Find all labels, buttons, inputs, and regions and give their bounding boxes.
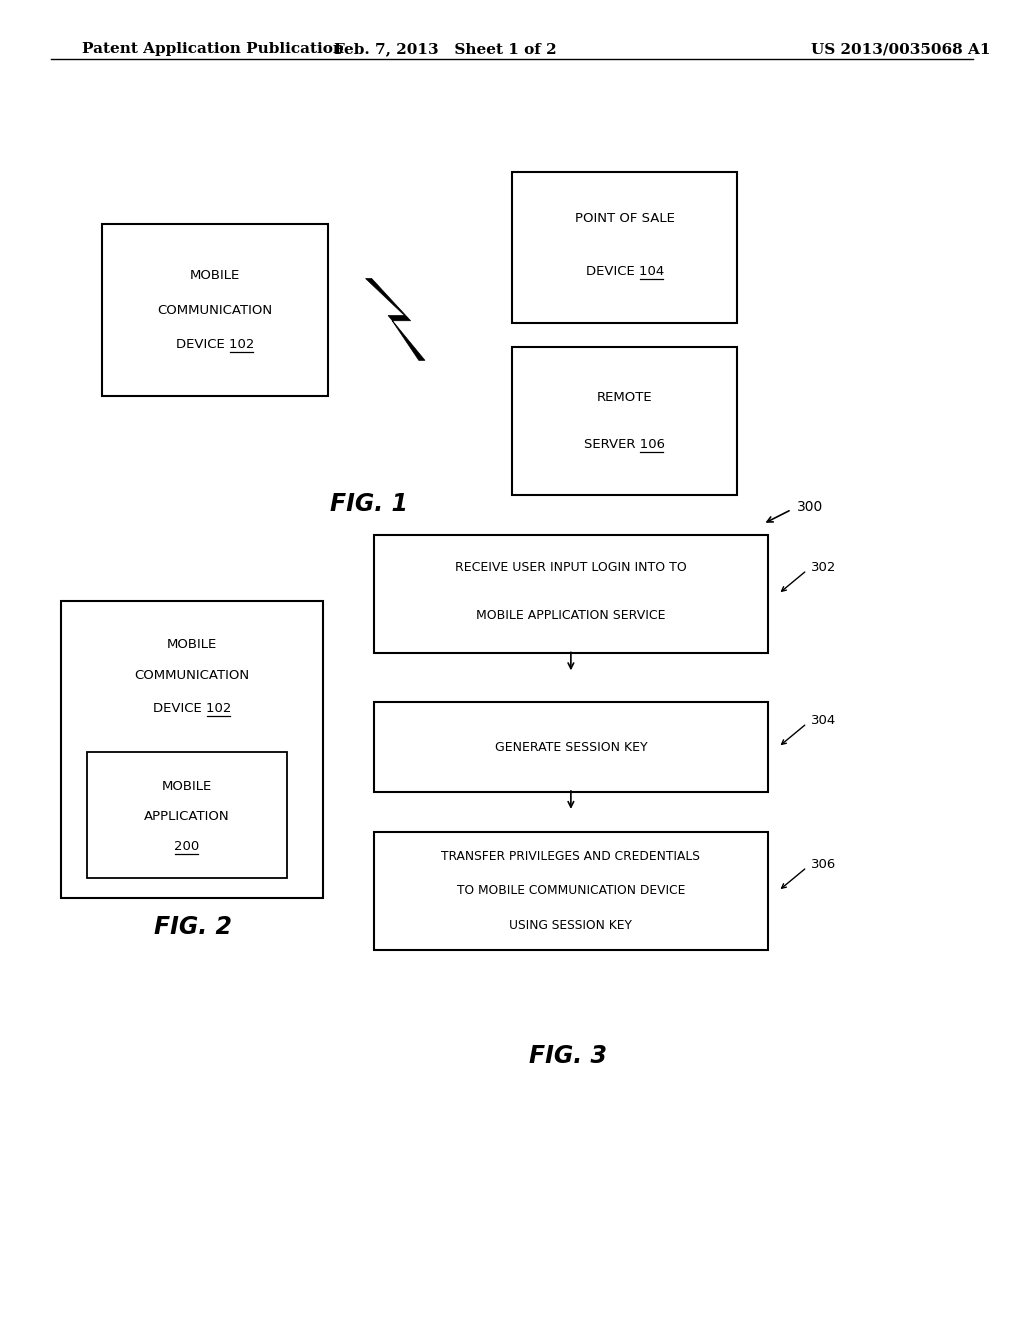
Text: 200: 200	[174, 841, 200, 853]
Text: 300: 300	[797, 500, 823, 513]
Text: 306: 306	[811, 858, 837, 871]
Text: RECEIVE USER INPUT LOGIN INTO TO: RECEIVE USER INPUT LOGIN INTO TO	[455, 561, 687, 574]
Text: APPLICATION: APPLICATION	[144, 810, 229, 822]
Text: TO MOBILE COMMUNICATION DEVICE: TO MOBILE COMMUNICATION DEVICE	[457, 884, 685, 898]
Text: MOBILE APPLICATION SERVICE: MOBILE APPLICATION SERVICE	[476, 609, 666, 622]
Text: Feb. 7, 2013   Sheet 1 of 2: Feb. 7, 2013 Sheet 1 of 2	[334, 42, 557, 57]
Polygon shape	[366, 279, 425, 360]
Bar	[87, 752, 287, 878]
Bar	[374, 832, 768, 950]
Bar	[512, 172, 737, 323]
Text: FIG. 1: FIG. 1	[330, 492, 408, 516]
Text: USING SESSION KEY: USING SESSION KEY	[510, 919, 632, 932]
Bar	[374, 702, 768, 792]
Text: TRANSFER PRIVILEGES AND CREDENTIALS: TRANSFER PRIVILEGES AND CREDENTIALS	[441, 850, 700, 863]
Text: MOBILE: MOBILE	[167, 638, 217, 651]
Text: DEVICE 102: DEVICE 102	[176, 338, 254, 351]
Text: DEVICE 104: DEVICE 104	[586, 265, 664, 277]
Text: POINT OF SALE: POINT OF SALE	[574, 213, 675, 224]
Text: 100: 100	[612, 195, 639, 209]
Text: Patent Application Publication: Patent Application Publication	[82, 42, 344, 57]
Text: US 2013/0035068 A1: US 2013/0035068 A1	[811, 42, 991, 57]
Bar	[102, 224, 328, 396]
Text: 302: 302	[811, 561, 837, 574]
Text: COMMUNICATION: COMMUNICATION	[134, 669, 250, 682]
Text: DEVICE 102: DEVICE 102	[153, 702, 231, 715]
Text: COMMUNICATION: COMMUNICATION	[158, 304, 272, 317]
Text: 304: 304	[811, 714, 837, 727]
Text: FIG. 3: FIG. 3	[529, 1044, 607, 1068]
Text: MOBILE: MOBILE	[162, 780, 212, 792]
Bar	[61, 601, 323, 898]
Text: MOBILE: MOBILE	[189, 269, 241, 282]
Text: SERVER 106: SERVER 106	[584, 438, 666, 451]
Text: REMOTE: REMOTE	[597, 391, 652, 404]
Bar	[512, 347, 737, 495]
Text: GENERATE SESSION KEY: GENERATE SESSION KEY	[495, 741, 647, 754]
Bar	[374, 535, 768, 653]
Text: FIG. 2: FIG. 2	[154, 915, 231, 939]
